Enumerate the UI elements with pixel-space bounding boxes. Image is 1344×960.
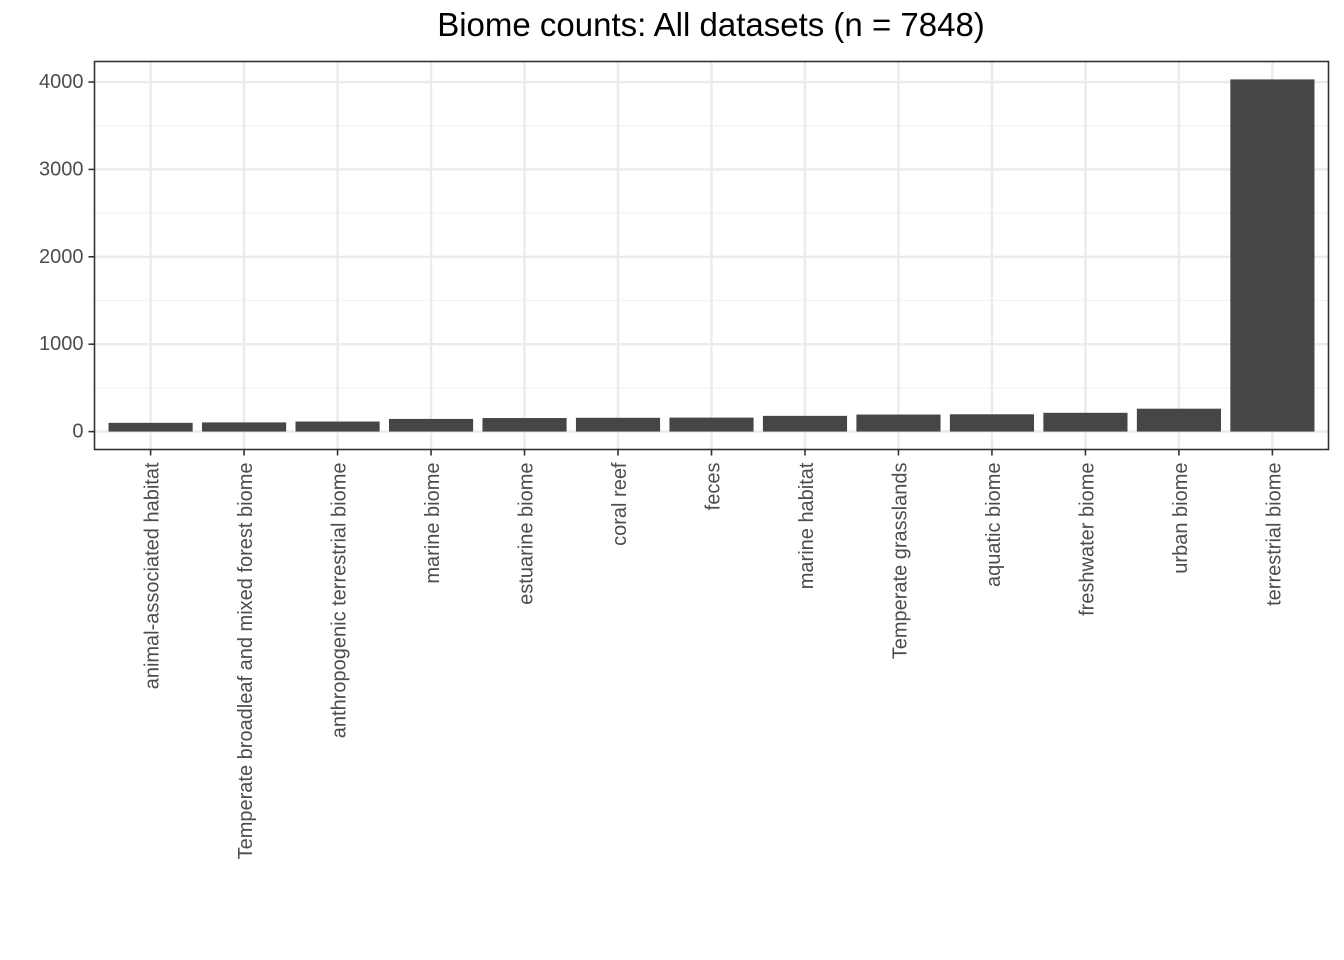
bar — [202, 422, 287, 432]
bar — [669, 417, 754, 432]
x-tick-label: animal-associated habitat — [142, 462, 164, 689]
x-tick-label: marine habitat — [796, 462, 818, 589]
bar — [575, 417, 661, 432]
bar — [295, 421, 380, 432]
grid-layer — [94, 61, 1329, 450]
x-tick-label: freshwater biome — [1076, 463, 1098, 616]
bar — [762, 415, 848, 432]
y-axis: 0 1000 2000 3000 4000 — [39, 71, 95, 443]
bar — [949, 414, 1035, 432]
x-tick-label: anthropogenic terrestrial biome — [329, 463, 351, 739]
x-tick-label: aquatic biome — [983, 463, 1005, 588]
y-tick-label: 1000 — [39, 333, 84, 355]
bar — [108, 422, 193, 432]
bar — [1043, 412, 1128, 432]
x-tick-label: feces — [703, 463, 725, 511]
x-tick-label: Temperate grasslands — [889, 463, 911, 660]
y-tick-label: 4000 — [39, 71, 84, 93]
y-tick-label: 0 — [72, 421, 83, 443]
y-tick-label: 2000 — [39, 246, 84, 268]
bar — [388, 418, 474, 432]
x-tick-label: marine biome — [422, 463, 444, 584]
bar — [1136, 408, 1221, 432]
y-tick-label: 3000 — [39, 158, 84, 180]
x-tick-label: urban biome — [1170, 463, 1192, 574]
bar — [1230, 79, 1315, 432]
x-tick-label: estuarine biome — [516, 463, 538, 605]
x-tick-label: coral reef — [609, 462, 631, 546]
x-tick-label: terrestrial biome — [1263, 463, 1285, 606]
bars-layer — [108, 79, 1315, 432]
bar — [856, 414, 941, 432]
x-axis: animal-associated habitat Temperate broad… — [142, 449, 1285, 860]
bar — [482, 418, 567, 432]
x-tick-label: Temperate broadleaf and mixed forest bio… — [235, 463, 257, 860]
chart-title: Biome counts: All datasets (n = 7848) — [437, 6, 985, 43]
